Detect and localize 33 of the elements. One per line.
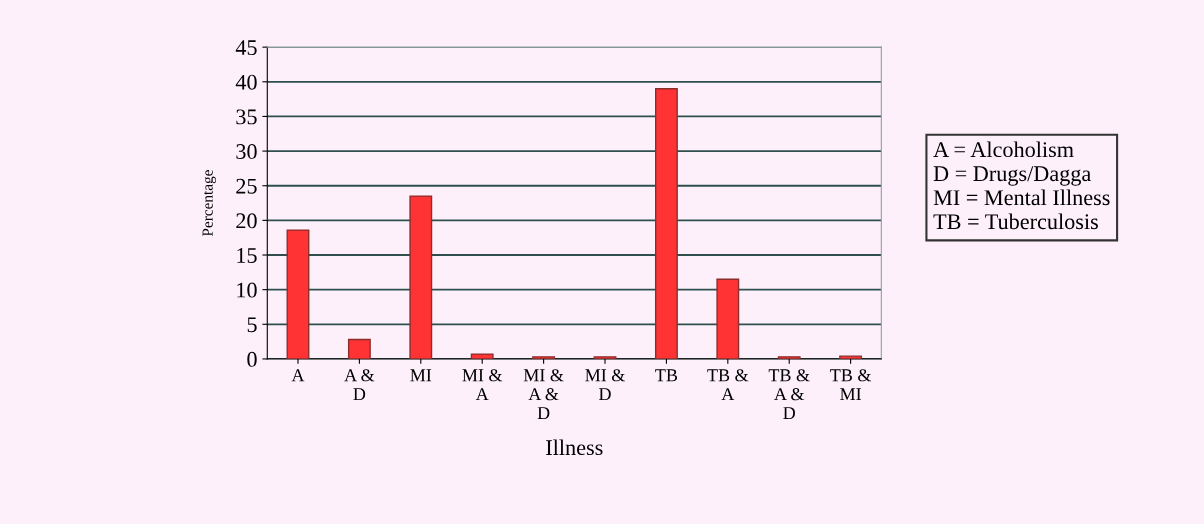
y-tick-label: 15 [237,248,257,263]
x-tick-label: MI & A & D [523,369,564,419]
x-tick-label: A [291,369,305,382]
x-tick-label: MI & D [585,369,625,401]
y-tick-label: 45 [235,40,257,56]
bar [839,355,863,359]
x-tick-label: TB & MI [830,369,872,401]
bar [532,356,556,359]
x-tick-label: MI & A [462,369,503,401]
y-tick-label: 20 [236,213,257,229]
x-tick-label: TB & A [707,369,749,401]
y-tick-label: 5 [247,317,257,333]
bar [409,195,433,359]
bar [470,353,494,359]
text: A = Alcoholism D = Drugs/Dagga MI = Mental Illness TB = Tuberculosis [933,141,1110,230]
y-tick-label: 0 [247,351,257,367]
bar [347,338,371,359]
y-tick-label: 30 [236,144,257,160]
y-tick-label: 40 [235,74,257,90]
bar [777,356,801,359]
x-tick-label: A & D [344,369,375,401]
y-tick-label: 25 [236,178,257,194]
y-tick-label: 35 [236,109,257,125]
x-tick-label: MI [410,369,432,382]
bar [593,356,617,359]
bar [654,88,678,359]
x-tick-label: TB & A & D [768,369,810,419]
y-tick-label: 10 [237,282,257,298]
bar [716,278,740,359]
x-axis-title: Illness [546,439,603,456]
bar [286,229,310,359]
y-axis-title: Percentage [202,170,216,237]
x-tick-label: TB [655,369,678,382]
